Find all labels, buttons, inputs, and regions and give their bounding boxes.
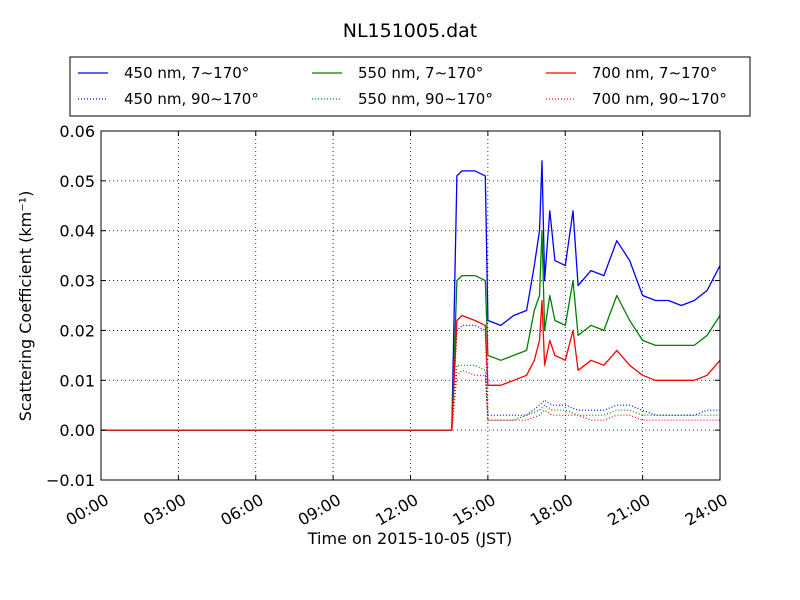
x-tick-label: 15:00 [449,490,498,530]
legend-label: 550 nm, 7∼170° [358,64,483,82]
series-line-3 [101,324,720,431]
y-tick-label: 0.01 [59,371,95,390]
series-line-2 [101,299,721,431]
y-tick-label: 0.06 [59,122,95,141]
series-line-1 [101,230,721,431]
ticks [100,130,721,481]
series-line-4 [101,364,720,431]
y-tick-label: −0.01 [46,471,95,490]
legend-label: 450 nm, 7∼170° [124,64,249,82]
x-tick-label: 03:00 [140,490,189,530]
x-tick-labels: 00:00 03:00 06:00 09:00 12:00 15:00 18:00 21:00… [63,490,731,530]
chart-title: NL151005.dat [343,20,478,42]
x-tick-label: 21:00 [604,490,653,530]
y-tick-label: 0.00 [59,421,95,440]
plot-area [100,130,721,481]
y-tick-label: 0.02 [59,321,95,340]
x-tick-label: 06:00 [217,490,266,530]
x-axis-label: Time on 2015-10-05 (JST) [307,529,512,548]
grid [101,131,720,480]
legend-label: 450 nm, 90∼170° [124,90,259,108]
legend-box [69,56,751,117]
series-line-0 [101,160,721,431]
series-lines [101,160,721,431]
y-tick-labels: −0.01 0.00 0.01 0.02 0.03 0.04 0.05 0.06 [46,122,95,490]
legend-label: 550 nm, 90∼170° [358,90,493,108]
y-tick-label: 0.04 [59,222,95,241]
x-tick-label: 18:00 [527,490,576,530]
y-tick-label: 0.05 [59,172,95,191]
x-tick-label: 00:00 [63,490,112,530]
legend-label: 700 nm, 90∼170° [592,90,727,108]
x-tick-label: 09:00 [295,490,344,530]
y-axis-label: Scattering Coefficient (km⁻¹) [16,191,35,422]
legend-label: 700 nm, 7∼170° [592,64,717,82]
x-tick-label: 24:00 [682,490,731,530]
x-tick-label: 12:00 [372,490,421,530]
legend: 450 nm, 7∼170° 550 nm, 7∼170° 700 nm, 7∼17… [69,56,751,117]
y-tick-label: 0.03 [59,272,95,291]
